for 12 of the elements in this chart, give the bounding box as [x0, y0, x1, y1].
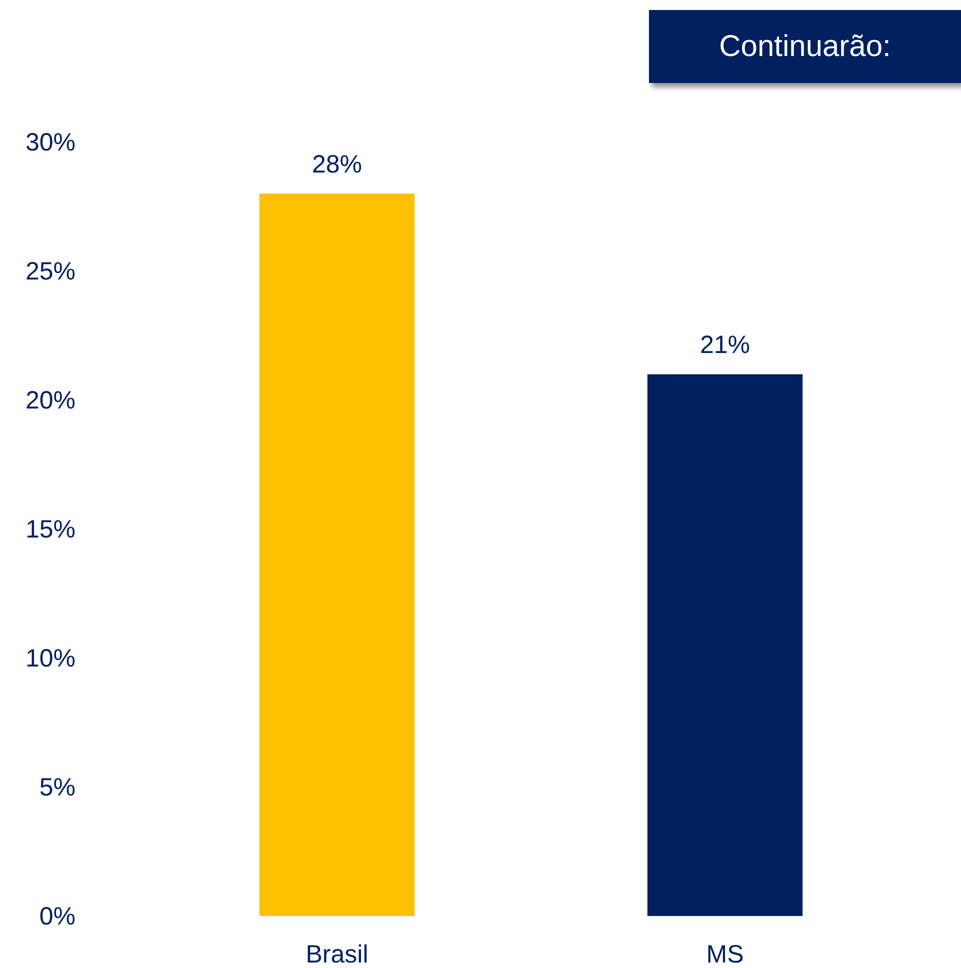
y-tick-label: 5%: [39, 774, 76, 802]
y-tick-label: 20%: [25, 386, 76, 414]
x-tick-label: MS: [706, 940, 744, 968]
banner-box: Continuarão:: [649, 10, 961, 83]
y-tick-label: 0%: [39, 902, 76, 930]
data-label: 21%: [700, 331, 750, 360]
y-tick-label: 30%: [25, 128, 76, 156]
y-tick-label: 15%: [25, 516, 76, 544]
y-tick-label: 25%: [25, 258, 76, 286]
x-tick-label: Brasil: [306, 940, 368, 968]
y-tick-label: 10%: [25, 644, 76, 672]
data-label: 28%: [312, 150, 362, 179]
